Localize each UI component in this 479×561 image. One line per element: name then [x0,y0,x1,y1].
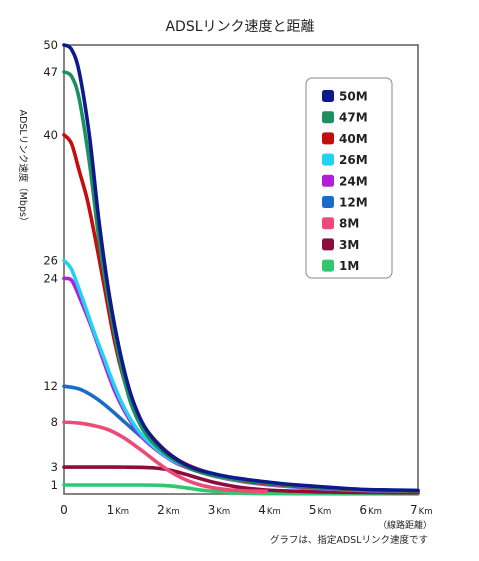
legend-swatch [322,196,334,208]
y-tick-label: 40 [43,128,58,142]
y-tick-label: 26 [43,254,58,268]
y-axis-label: ADSLリンク速度（Mbps） [17,110,29,227]
legend-swatch [322,90,334,102]
legend-label: 24M [339,174,368,188]
y-tick-label: 47 [43,65,58,79]
legend-swatch [322,174,334,187]
legend-swatch [322,259,334,272]
series-line-50m [62,43,420,493]
x-tick-labels: 0 1Km 2Km 3Km 4Km 5Km 6Km 7Km [60,503,432,517]
y-tick-label: 8 [51,415,58,429]
legend: 50M 47M 40M 26M 24M 12M 8M 3M 1M [305,77,393,279]
legend-label: 8M [339,217,359,231]
legend-label: 3M [339,238,359,252]
x-tick-label: 3Km [208,503,231,517]
x-tick-label: 5Km [309,503,332,517]
series-line-8m [62,420,269,494]
x-tick-label: 0 [60,503,68,517]
x-tick-label: 4Km [258,503,281,517]
y-tick-label: 1 [51,478,58,492]
y-tick-label: 24 [43,271,58,285]
y-tick-label: 50 [43,38,58,52]
x-tick-label: 1Km [107,503,130,517]
x-tick-label: 6Km [359,503,382,517]
legend-swatch [322,132,334,145]
legend-label: 12M [339,196,368,210]
series-line-3m [62,465,420,495]
x-tick-label: 7Km [410,503,433,517]
legend-label: 47M [339,111,368,125]
legend-label: 50M [339,90,368,104]
y-tick-label: 12 [43,379,58,393]
legend-label: 1M [339,259,359,273]
series-line-1m [62,483,420,496]
legend-label: 40M [339,132,368,146]
legend-swatch [322,153,334,166]
legend-swatch [322,111,334,124]
chart-footnote: グラフは、指定ADSLリンク速度です [270,534,428,546]
chart-title: ADSLリンク速度と距離 [165,18,314,35]
legend-swatch [322,238,334,251]
legend-label: 26M [339,153,368,167]
y-tick-labels: 1 3 8 12 24 26 40 47 50 [43,38,58,492]
series-lines [62,43,420,496]
x-tick-label: 2Km [157,503,180,517]
x-axis-note: （線路距離） [378,519,432,531]
y-tick-label: 3 [51,460,58,474]
legend-swatch [322,217,334,230]
